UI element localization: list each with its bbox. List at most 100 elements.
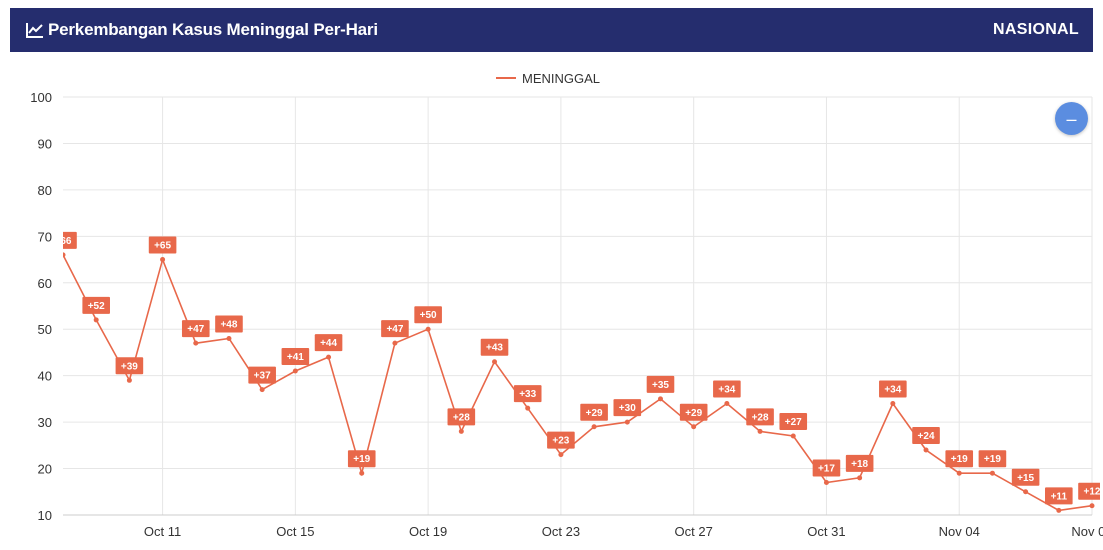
data-label: +34 (884, 385, 901, 396)
data-label-box (414, 306, 442, 324)
data-label: +47 (187, 324, 204, 335)
data-label-box (845, 454, 874, 472)
data-label: +35 (652, 380, 669, 391)
data-label: +29 (685, 408, 702, 419)
data-label: +29 (586, 408, 603, 419)
data-point (359, 470, 365, 476)
data-label: +48 (220, 320, 237, 331)
header-title-group: Perkembangan Kasus Meninggal Per-Hari (26, 20, 378, 40)
y-tick-label: 20 (38, 462, 52, 477)
data-point (624, 419, 630, 425)
data-point (757, 428, 763, 434)
x-tick-label: Oct 23 (542, 524, 580, 539)
data-label: +30 (619, 403, 636, 414)
data-point (558, 452, 564, 458)
data-point (259, 387, 265, 393)
data-label-box (115, 357, 144, 375)
data-label-box (812, 459, 841, 477)
data-label-box (912, 426, 940, 444)
data-label-box (547, 431, 575, 449)
data-label-box (945, 450, 974, 468)
data-label: +11 (1051, 491, 1068, 502)
x-tick-label: Oct 19 (409, 524, 447, 539)
region-label: NASIONAL (993, 21, 1079, 38)
data-point (63, 252, 66, 258)
data-point (857, 475, 863, 481)
data-point (1023, 489, 1029, 495)
data-point (458, 428, 464, 434)
x-tick-label: Oct 11 (144, 524, 181, 539)
data-point (326, 354, 332, 360)
y-tick-label: 70 (38, 229, 52, 244)
x-tick-label: Oct 31 (807, 524, 845, 539)
y-tick-label: 100 (30, 90, 52, 105)
data-point (93, 317, 99, 323)
x-tick-label: Nov 08 (1071, 524, 1103, 539)
zoom-out-icon: – (1066, 108, 1077, 129)
data-label: +44 (320, 338, 337, 349)
y-tick-label: 40 (38, 369, 52, 384)
data-label-box (1045, 487, 1073, 505)
data-point (292, 368, 298, 374)
data-point (923, 447, 929, 453)
data-label: +34 (718, 385, 735, 396)
data-label-box (63, 231, 77, 249)
chart-header: Perkembangan Kasus Meninggal Per-Hari NA… (10, 8, 1093, 52)
zoom-out-button[interactable]: – (1055, 102, 1088, 135)
y-tick-label: 80 (38, 183, 52, 198)
data-label-box (713, 380, 741, 398)
data-label: +19 (984, 454, 1001, 465)
data-point (492, 359, 498, 365)
data-label: +41 (287, 352, 304, 363)
data-point (691, 424, 697, 430)
data-label-box (978, 450, 1007, 468)
legend-label: MENINGGAL (522, 71, 600, 86)
data-point (1056, 507, 1062, 513)
data-point (126, 377, 132, 383)
data-label-box (646, 375, 675, 393)
y-tick-label: 50 (38, 322, 52, 337)
data-label: +33 (519, 389, 536, 400)
data-label: +52 (88, 301, 105, 312)
data-label-box (248, 366, 276, 384)
series-group: +66 +52 +39 +65 +47 +48 +37 +41 +44 +19 +47 +50 +28 +… (55, 231, 1101, 513)
x-tick-label: Oct 15 (276, 524, 314, 539)
data-label-box (314, 334, 343, 352)
data-label-box (215, 315, 243, 333)
data-point (226, 336, 232, 342)
data-point (956, 470, 962, 476)
data-label: +28 (453, 412, 470, 423)
data-point (160, 257, 166, 263)
data-label-box (480, 338, 509, 356)
data-point (193, 340, 199, 346)
data-label-box (82, 296, 110, 314)
data-label-box (1011, 468, 1040, 486)
data-label-box (580, 403, 608, 421)
data-point (1089, 503, 1095, 509)
data-point (392, 340, 398, 346)
data-point (724, 401, 730, 407)
page-title: Perkembangan Kasus Meninggal Per-Hari (48, 20, 378, 39)
data-label: +66 (55, 236, 72, 247)
data-label: +27 (785, 417, 802, 428)
data-label: +19 (353, 454, 370, 465)
x-tick-label: Oct 27 (675, 524, 713, 539)
data-point (525, 405, 531, 411)
data-label: +43 (486, 343, 503, 354)
data-label-box (779, 413, 808, 431)
data-label-box (281, 348, 310, 366)
data-label: +39 (121, 361, 138, 372)
y-tick-label: 10 (38, 508, 52, 523)
y-tick-label: 30 (38, 415, 52, 430)
data-label-box (381, 320, 409, 338)
data-point (591, 424, 597, 430)
data-label-box (613, 399, 642, 417)
data-label: +24 (918, 431, 935, 442)
data-label: +18 (851, 459, 868, 470)
series-line (63, 254, 1093, 512)
data-label: +12 (1084, 487, 1101, 498)
data-label-box (879, 380, 907, 398)
data-label-box (148, 236, 177, 254)
data-label: +65 (154, 241, 171, 252)
line-chart: 10 20 30 40 50 60 70 80 90 100 Oct 11 Oct 15 Oct 19 O… (30, 71, 1103, 539)
